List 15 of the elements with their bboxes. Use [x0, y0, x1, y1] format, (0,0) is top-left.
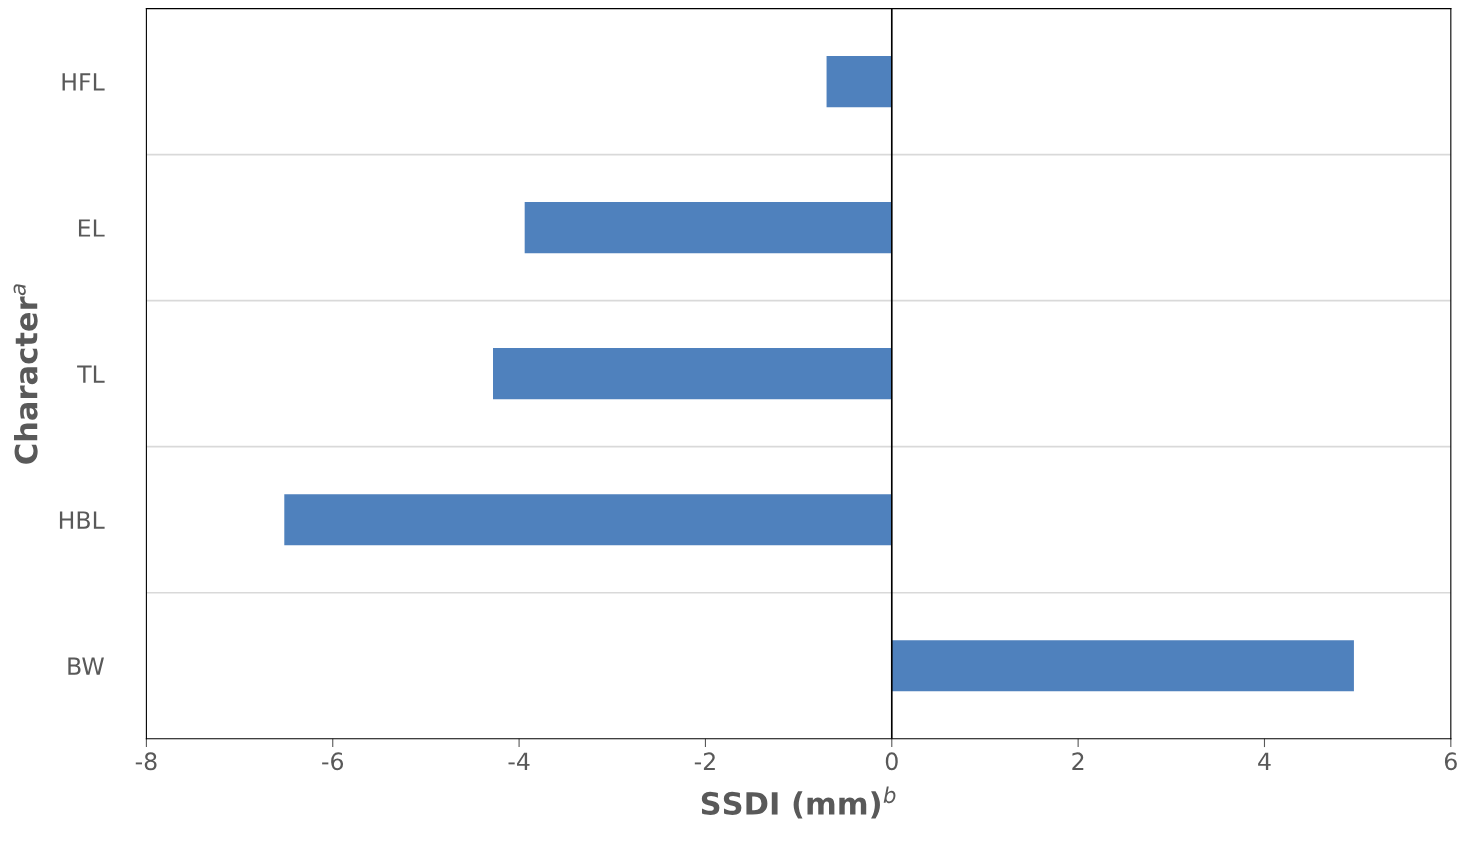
y-tick-label: EL	[78, 219, 105, 237]
y-tick-label: HFL	[62, 73, 105, 91]
x-tick-label: 6	[1444, 752, 1457, 771]
x-tick-label: -6	[322, 752, 344, 771]
x-tick-label: 0	[885, 752, 898, 771]
y-tick-label: HBL	[59, 511, 105, 529]
x-axis-title: SSDI (mm)$^{b}$	[701, 786, 896, 819]
x-tick-label: -8	[135, 752, 157, 771]
x-tick-label: -4	[508, 752, 530, 770]
x-tick-label: 2	[1072, 752, 1084, 770]
x-tick-label: -2	[694, 752, 715, 770]
y-tick-label: BW	[68, 657, 104, 675]
y-tick-label: TL	[77, 365, 105, 383]
x-tick-label: 4	[1258, 752, 1271, 770]
y-axis-title: Character$^{a}$	[13, 284, 38, 464]
